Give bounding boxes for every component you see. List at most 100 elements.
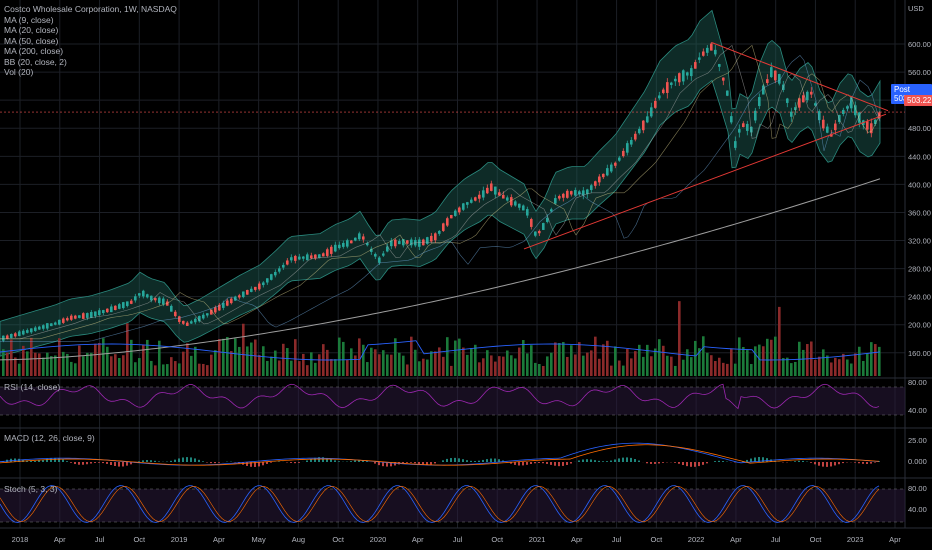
macd-hist-bar <box>826 462 828 467</box>
macd-hist-bar <box>590 459 592 462</box>
candle-body <box>738 129 741 133</box>
candle-body <box>354 237 357 241</box>
macd-hist-bar <box>386 462 388 467</box>
volume-bar <box>70 361 73 376</box>
macd-hist-bar <box>118 462 120 467</box>
candle-body <box>314 254 317 259</box>
volume-bar <box>354 355 357 376</box>
macd-hist-bar <box>146 459 148 462</box>
candle-body <box>2 335 5 341</box>
candle-body <box>66 318 69 321</box>
macd-hist-bar <box>558 462 560 467</box>
resistance-trendline <box>711 42 889 112</box>
price-tick-label: 280.00 <box>908 265 931 274</box>
volume-bar <box>226 336 229 376</box>
volume-bar <box>198 363 201 376</box>
macd-hist-bar <box>482 459 484 462</box>
macd-hist-bar <box>186 457 188 462</box>
volume-bar <box>710 355 713 376</box>
macd-tick-label: 25.00 <box>908 436 927 445</box>
legend-ma50[interactable]: MA (50, close) <box>4 35 59 46</box>
volume-bar <box>382 350 385 376</box>
candle-body <box>794 107 797 111</box>
candle-body <box>554 198 557 204</box>
macd-hist-bar <box>762 457 764 462</box>
rsi-tick-label: 40.00 <box>908 406 927 415</box>
x-tick-label: May <box>252 535 266 544</box>
candle-body <box>350 240 353 244</box>
volume-bar <box>654 348 657 376</box>
legend-ma20[interactable]: MA (20, close) <box>4 25 59 35</box>
macd-hist-bar <box>714 461 716 462</box>
volume-bar <box>326 349 329 376</box>
volume-ma-line <box>0 340 881 361</box>
candle-body <box>110 306 113 313</box>
volume-bar <box>358 338 361 376</box>
volume-bar <box>738 337 741 376</box>
candle-body <box>730 116 733 123</box>
macd-hist-bar <box>870 462 872 464</box>
macd-hist-bar <box>706 462 708 464</box>
macd-hist-bar <box>538 462 540 463</box>
volume-bar <box>154 365 157 376</box>
x-tick-label: 2023 <box>847 535 864 544</box>
volume-bar <box>866 353 869 376</box>
candle-body <box>558 196 561 199</box>
legend-vol[interactable]: Vol (20) <box>4 67 34 77</box>
candle-body <box>26 330 29 333</box>
volume-bar <box>782 358 785 376</box>
candle-body <box>186 322 189 326</box>
macd-hist-bar <box>646 462 648 464</box>
legend-bb[interactable]: BB (20, close, 2) <box>4 56 67 67</box>
macd-hist-bar <box>618 458 620 462</box>
macd-hist-bar <box>90 462 92 464</box>
candle-body <box>514 201 517 206</box>
candle-body <box>174 311 177 317</box>
axes: 2018 Apr Jul Oct 2019 Apr May Aug Oct 2020 Apr Jul O… <box>12 40 931 544</box>
stoch-pane-label[interactable]: Stoch (5, 3, 3) <box>4 484 58 494</box>
volume-bar <box>78 345 81 376</box>
volume-bar <box>270 356 273 376</box>
volume-bar <box>686 349 689 376</box>
volume-bar <box>562 342 565 376</box>
macd-hist-bar <box>418 462 420 464</box>
stoch-tick-label: 40.00 <box>908 505 927 514</box>
rsi-pane-label[interactable]: RSI (14, close) <box>4 382 61 392</box>
volume-bar <box>634 351 637 376</box>
volume-bar <box>502 356 505 376</box>
volume-bar <box>210 354 213 376</box>
macd-hist-bar <box>422 462 424 465</box>
volume-bar <box>598 358 601 376</box>
macd-pane-label[interactable]: MACD (12, 26, close, 9) <box>4 433 95 443</box>
volume-bar <box>418 361 421 376</box>
volume-bar <box>734 363 737 376</box>
macd-hist-bar <box>294 462 296 464</box>
volume-bar <box>702 336 705 376</box>
candle-body <box>162 298 165 305</box>
candle-body <box>710 43 713 51</box>
volume-bar <box>238 346 241 376</box>
candle-body <box>370 248 373 252</box>
candle-body <box>242 291 245 298</box>
volume-bar <box>262 346 265 376</box>
candle-body <box>858 112 861 123</box>
macd-hist-bar <box>402 462 404 464</box>
volume-bar <box>178 363 181 376</box>
volume-bar <box>294 339 297 376</box>
candle-body <box>766 79 769 83</box>
macd-hist-bar <box>414 462 416 464</box>
legend-ma9[interactable]: MA (9, close) <box>4 14 54 25</box>
legend-ma200[interactable]: MA (200, close) <box>4 46 64 56</box>
candle-body <box>626 143 629 153</box>
candle-body <box>842 109 845 114</box>
volume-bar <box>814 359 817 376</box>
volume-bar <box>42 357 45 376</box>
volume-bar <box>290 360 293 376</box>
macd-hist-bar <box>682 462 684 466</box>
candle-body <box>654 100 657 108</box>
candle-body <box>154 298 157 301</box>
macd-hist-bar <box>502 460 504 462</box>
volume-bar <box>662 345 665 376</box>
volume-bar <box>10 339 13 376</box>
macd-hist-bar <box>518 462 520 466</box>
